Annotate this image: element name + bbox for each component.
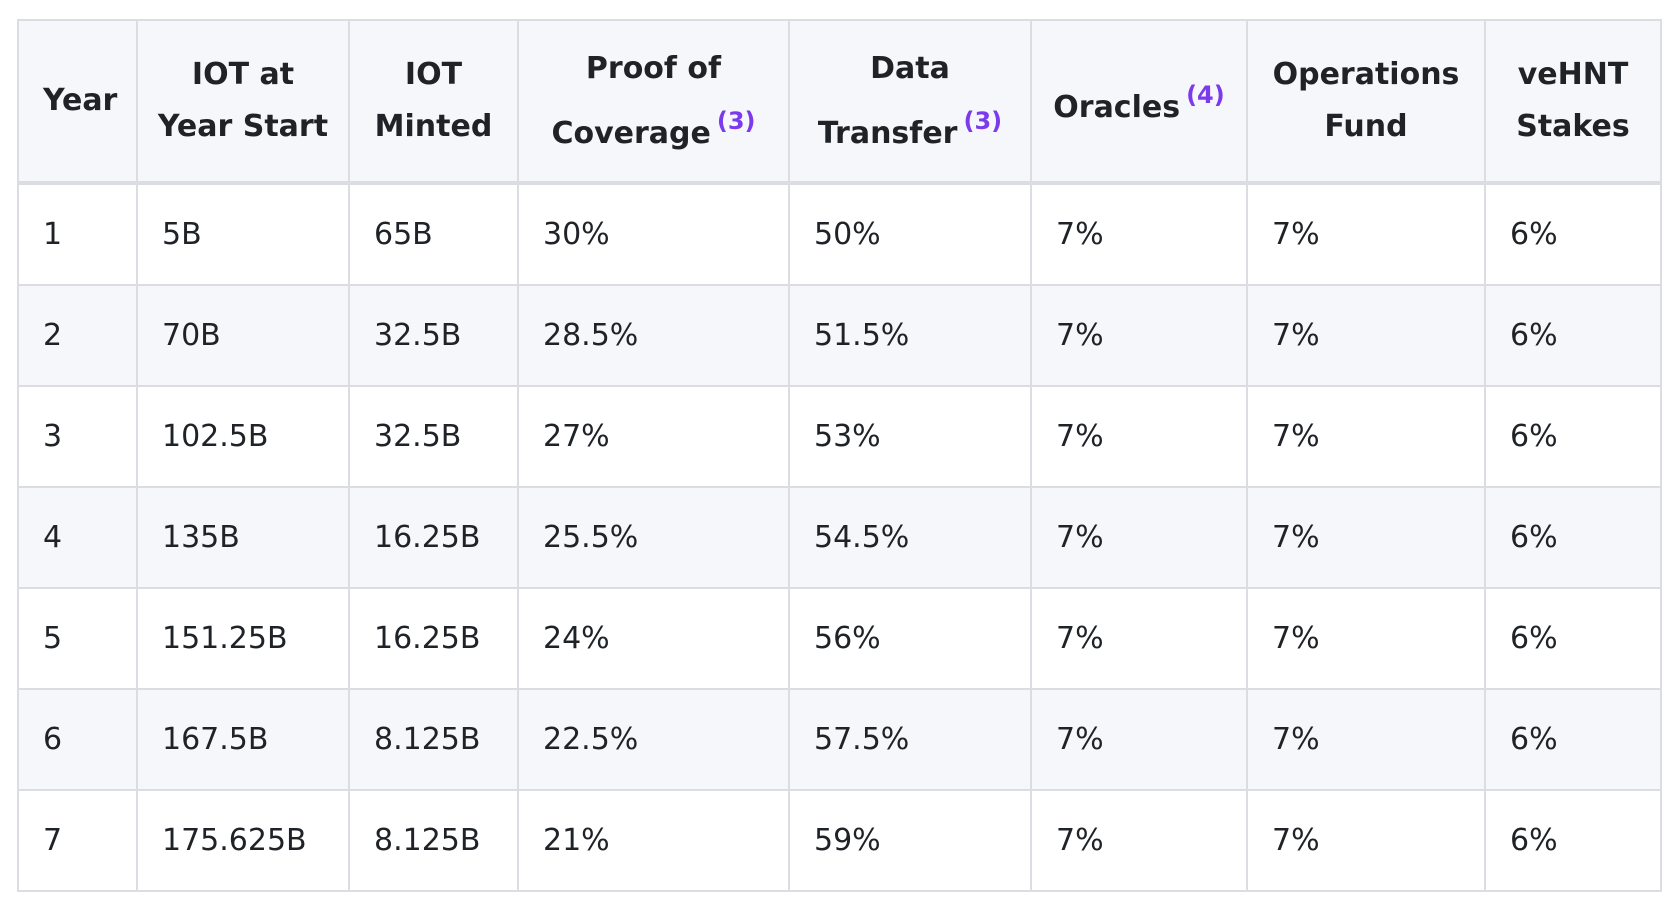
column-header: Data Transfer (3) [788,19,1032,185]
table-cell: 56% [788,587,1032,690]
table-cell: 6% [1484,182,1662,286]
header-text: IOT Minted [374,57,493,144]
footnote-ref: (3) [716,106,756,135]
table-cell: 22.5% [517,688,790,791]
table-cell: 6% [1484,385,1662,488]
table-cell: 32.5B [348,385,519,488]
table-cell: 102.5B [136,385,350,488]
table-cell: 135B [136,486,350,589]
table-cell: 2 [17,284,138,387]
table-cell: 6% [1484,486,1662,589]
table-cell: 151.25B [136,587,350,690]
table-cell: 59% [788,789,1032,892]
table-cell: 7% [1030,182,1248,286]
column-header: veHNT Stakes [1484,19,1662,185]
table-cell: 7% [1246,688,1486,791]
header-text: IOT at Year Start [157,57,329,144]
table-row: 6 167.5B 8.125B 22.5% 57.5% 7% 7% 6% [17,688,1662,791]
table-cell: 6% [1484,688,1662,791]
header-text: Data Transfer [817,50,958,151]
header-row: Year IOT at Year Start IOT Minted Proof of … [17,19,1662,185]
footnote-ref: (3) [963,106,1003,135]
table-cell: 51.5% [788,284,1032,387]
table-cell: 16.25B [348,587,519,690]
table-cell: 21% [517,789,790,892]
table-cell: 57.5% [788,688,1032,791]
table-cell: 53% [788,385,1032,488]
table-cell: 7% [1030,587,1248,690]
table-cell: 7% [1030,688,1248,791]
header-text: Year [43,83,118,118]
table-cell: 7% [1246,587,1486,690]
table-cell: 7 [17,789,138,892]
column-header: IOT Minted [348,19,519,185]
table-cell: 50% [788,182,1032,286]
table-row: 3 102.5B 32.5B 27% 53% 7% 7% 6% [17,385,1662,488]
table-cell: 7% [1246,789,1486,892]
table-cell: 7% [1246,385,1486,488]
column-header: Proof of Coverage (3) [517,19,790,185]
table-cell: 7% [1246,284,1486,387]
table-cell: 7% [1030,284,1248,387]
table-cell: 28.5% [517,284,790,387]
table-body: 1 5B 65B 30% 50% 7% 7% 6% 2 70B 32.5B 28.5% 51.5% 7% 7… [17,182,1662,892]
header-text: Proof of Coverage [551,50,722,151]
table-cell: 5 [17,587,138,690]
table-cell: 6% [1484,284,1662,387]
table-cell: 27% [517,385,790,488]
column-header: Oracles (4) [1030,19,1248,185]
table-cell: 16.25B [348,486,519,589]
table-cell: 6% [1484,587,1662,690]
table-cell: 7% [1030,486,1248,589]
table-row: 4 135B 16.25B 25.5% 54.5% 7% 7% 6% [17,486,1662,589]
table-cell: 70B [136,284,350,387]
header-text: Oracles [1053,89,1181,125]
table-row: 5 151.25B 16.25B 24% 56% 7% 7% 6% [17,587,1662,690]
table-cell: 5B [136,182,350,286]
table-row: 1 5B 65B 30% 50% 7% 7% 6% [17,182,1662,286]
table-cell: 25.5% [517,486,790,589]
table-cell: 65B [348,182,519,286]
table-cell: 6 [17,688,138,791]
table-cell: 175.625B [136,789,350,892]
table-cell: 167.5B [136,688,350,791]
table-cell: 1 [17,182,138,286]
table-cell: 7% [1246,486,1486,589]
table-cell: 3 [17,385,138,488]
table-cell: 54.5% [788,486,1032,589]
table-cell: 8.125B [348,688,519,791]
header-text: Operations Fund [1272,57,1460,144]
table-cell: 24% [517,587,790,690]
table-cell: 6% [1484,789,1662,892]
data-table: Year IOT at Year Start IOT Minted Proof of … [17,19,1662,892]
table-cell: 7% [1246,182,1486,286]
column-header: IOT at Year Start [136,19,350,185]
table-cell: 32.5B [348,284,519,387]
table-row: 2 70B 32.5B 28.5% 51.5% 7% 7% 6% [17,284,1662,387]
footnote-ref: (4) [1186,80,1225,109]
table-cell: 30% [517,182,790,286]
table-row: 7 175.625B 8.125B 21% 59% 7% 7% 6% [17,789,1662,892]
column-header: Year [17,19,138,185]
table-cell: 4 [17,486,138,589]
column-header: Operations Fund [1246,19,1486,185]
table-cell: 8.125B [348,789,519,892]
header-text: veHNT Stakes [1516,57,1630,144]
table-cell: 7% [1030,385,1248,488]
table-cell: 7% [1030,789,1248,892]
